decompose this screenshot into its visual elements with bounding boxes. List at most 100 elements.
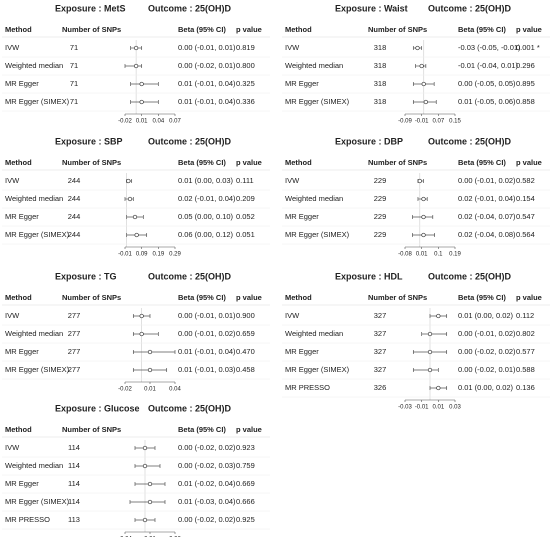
column-header: Method bbox=[5, 158, 32, 167]
nsnp: 327 bbox=[374, 365, 387, 374]
nsnp: 326 bbox=[374, 383, 387, 392]
estimate bbox=[133, 63, 139, 69]
beta-ci: 0.00 (-0.01, 0.02) bbox=[178, 329, 236, 338]
estimate bbox=[147, 367, 153, 373]
estimate bbox=[421, 232, 426, 238]
p-value: 0.659 bbox=[236, 329, 255, 338]
nsnp: 277 bbox=[68, 347, 81, 356]
p-value: 0.802 bbox=[516, 329, 535, 338]
nsnp: 318 bbox=[374, 61, 387, 70]
method: Weighted median bbox=[285, 194, 343, 203]
nsnp: 277 bbox=[68, 329, 81, 338]
beta-ci: 0.01 (-0.01, 0.04) bbox=[178, 97, 236, 106]
column-header: p value bbox=[236, 158, 262, 167]
method: IVW bbox=[5, 443, 20, 452]
exposure-title: Exposure : HDL bbox=[335, 271, 403, 281]
beta-ci: 0.01 (0.00, 0.03) bbox=[178, 176, 234, 185]
forest-panel: Exposure : Waist Outcome : 25(OH)D Method N… bbox=[282, 3, 550, 125]
beta-ci: 0.00 (-0.02, 0.01) bbox=[178, 61, 236, 70]
method: MR PRESSO bbox=[5, 515, 50, 524]
beta-ci: 0.00 (-0.05, 0.05) bbox=[458, 79, 516, 88]
exposure-title: Exposure : TG bbox=[55, 271, 117, 281]
p-value: 0.923 bbox=[236, 443, 255, 452]
p-value: 0.858 bbox=[516, 97, 535, 106]
method: IVW bbox=[5, 43, 20, 52]
method: Weighted median bbox=[285, 329, 343, 338]
x-tick-label: 0.04 bbox=[152, 119, 164, 125]
exposure-title: Exposure : Glucose bbox=[55, 403, 140, 413]
beta-ci: 0.00 (-0.01, 0.01) bbox=[178, 311, 236, 320]
method: IVW bbox=[285, 176, 300, 185]
column-header: Beta (95% CI) bbox=[178, 158, 226, 167]
p-value: 0.925 bbox=[236, 515, 255, 524]
nsnp: 277 bbox=[68, 365, 81, 374]
column-header: p value bbox=[516, 158, 542, 167]
p-value: 0.154 bbox=[516, 194, 535, 203]
x-tick-label: 0.29 bbox=[169, 252, 181, 258]
x-tick-label: -0.02 bbox=[118, 387, 132, 393]
column-header: p value bbox=[236, 425, 262, 434]
p-value: 0.111 bbox=[236, 176, 254, 185]
nsnp: 277 bbox=[68, 311, 81, 320]
p-value: 0.136 bbox=[516, 383, 535, 392]
method: Weighted median bbox=[5, 461, 63, 470]
method: MR Egger bbox=[5, 212, 39, 221]
x-tick-label: 0.03 bbox=[449, 405, 461, 411]
column-header: Beta (95% CI) bbox=[178, 25, 226, 34]
nsnp: 244 bbox=[68, 194, 81, 203]
column-header: p value bbox=[516, 293, 542, 302]
estimate bbox=[417, 178, 422, 184]
nsnp: 71 bbox=[70, 43, 78, 52]
column-header: p value bbox=[236, 293, 262, 302]
beta-ci: 0.00 (-0.01, 0.01) bbox=[178, 43, 236, 52]
method: Weighted median bbox=[5, 194, 63, 203]
p-value: 0.325 bbox=[236, 79, 255, 88]
beta-ci: 0.00 (-0.02, 0.03) bbox=[178, 461, 236, 470]
column-header: Number of SNPs bbox=[62, 158, 121, 167]
x-tick-label: 0.19 bbox=[152, 252, 164, 258]
nsnp: 113 bbox=[68, 515, 80, 524]
estimate bbox=[436, 313, 441, 319]
beta-ci: 0.01 (0.00, 0.02) bbox=[458, 383, 514, 392]
column-header: Beta (95% CI) bbox=[178, 293, 226, 302]
column-header: Number of SNPs bbox=[62, 25, 121, 34]
nsnp: 327 bbox=[374, 347, 387, 356]
column-header: Beta (95% CI) bbox=[458, 293, 506, 302]
column-header: Number of SNPs bbox=[62, 425, 121, 434]
beta-ci: 0.00 (-0.02, 0.02) bbox=[178, 443, 236, 452]
estimate bbox=[142, 517, 148, 523]
x-tick-label: 0.07 bbox=[169, 119, 181, 125]
method: MR Egger (SIMEX) bbox=[285, 230, 350, 239]
estimate bbox=[427, 367, 433, 373]
estimate bbox=[132, 214, 138, 220]
method: MR Egger bbox=[5, 347, 39, 356]
p-value: 0.759 bbox=[236, 461, 255, 470]
beta-ci: 0.02 (-0.04, 0.07) bbox=[458, 212, 516, 221]
p-value: 0.819 bbox=[236, 43, 255, 52]
column-header: Beta (95% CI) bbox=[458, 158, 506, 167]
estimate bbox=[134, 232, 139, 238]
x-tick-label: 0.07 bbox=[432, 119, 444, 125]
p-value: 0.296 bbox=[516, 61, 535, 70]
beta-ci: -0.03 (-0.05, -0.01) bbox=[458, 43, 521, 52]
estimate bbox=[421, 81, 426, 87]
nsnp: 114 bbox=[68, 479, 80, 488]
nsnp: 71 bbox=[70, 61, 78, 70]
column-header: Number of SNPs bbox=[368, 25, 427, 34]
nsnp: 318 bbox=[374, 79, 387, 88]
column-header: Beta (95% CI) bbox=[458, 25, 506, 34]
nsnp: 114 bbox=[68, 443, 80, 452]
method: MR Egger bbox=[285, 79, 319, 88]
beta-ci: 0.01 (0.00, 0.02) bbox=[458, 311, 514, 320]
forest-panel: Exposure : SBP Outcome : 25(OH)D Method Num… bbox=[2, 136, 270, 258]
x-tick-label: -0.08 bbox=[398, 252, 412, 258]
beta-ci: 0.00 (-0.02, 0.01) bbox=[458, 365, 516, 374]
outcome-title: Outcome : 25(OH)D bbox=[148, 136, 232, 146]
nsnp: 244 bbox=[68, 176, 81, 185]
exposure-title: Exposure : DBP bbox=[335, 136, 403, 146]
method: MR Egger (SIMEX) bbox=[5, 97, 70, 106]
method: MR PRESSO bbox=[285, 383, 330, 392]
p-value: 0.588 bbox=[516, 365, 535, 374]
nsnp: 114 bbox=[68, 461, 80, 470]
